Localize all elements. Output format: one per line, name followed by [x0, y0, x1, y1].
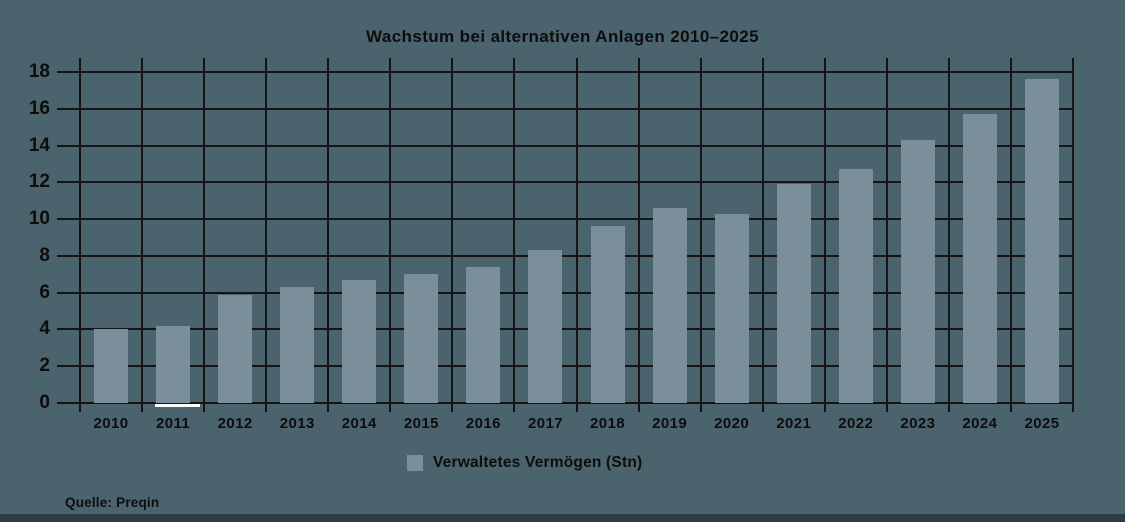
x-axis-tick-label: 2020: [714, 415, 750, 432]
bar-2017: [528, 250, 563, 403]
y-gridline: [57, 402, 1073, 404]
y-gridline: [57, 254, 1073, 257]
y-axis-tick-label: 10: [28, 208, 50, 230]
bar-2018: [590, 226, 625, 403]
bar-2020: [714, 213, 749, 403]
x-gridline: [327, 58, 330, 412]
x-axis-tick-label: 2019: [652, 415, 688, 432]
x-gridline: [823, 58, 826, 412]
x-axis-tick-label: 2015: [403, 415, 439, 432]
x-gridline: [699, 58, 702, 412]
x-gridline: [203, 58, 206, 412]
bottom-edge-strip: [0, 514, 1125, 522]
y-axis-tick-label: 16: [28, 97, 50, 119]
bar-2021: [776, 184, 811, 403]
bar-2010: [94, 329, 129, 403]
y-axis-tick-label: 2: [39, 355, 50, 377]
y-axis-tick-label: 12: [28, 171, 50, 193]
bar-2019: [652, 208, 687, 403]
x-axis-tick-label: 2014: [341, 415, 377, 432]
chart-title: Wachstum bei alternativen Anlagen 2010–2…: [366, 27, 759, 46]
x-gridline: [947, 58, 950, 412]
y-axis-tick-label: 0: [39, 392, 50, 413]
bar-2023: [900, 140, 935, 403]
x-axis-tick-label: 2013: [279, 415, 315, 432]
source-note: Quelle: Preqin: [65, 495, 160, 510]
x-axis-tick-label: 2012: [217, 415, 253, 432]
bar-2025: [1024, 79, 1059, 403]
x-gridline: [761, 58, 764, 412]
x-gridline: [79, 58, 81, 412]
x-axis-tick-label: 2025: [1024, 415, 1060, 432]
bar-2024: [962, 114, 997, 403]
x-gridline: [637, 58, 640, 412]
y-gridline: [57, 328, 1073, 331]
y-axis-tick-label: 14: [28, 134, 50, 156]
x-axis-tick-label: 2016: [465, 415, 501, 432]
y-gridline: [57, 291, 1073, 294]
bar-2015: [404, 274, 439, 403]
y-gridline: [57, 181, 1073, 184]
y-axis-tick-label: 4: [39, 318, 50, 340]
x-gridline: [389, 58, 392, 412]
x-axis-tick-label: 2018: [590, 415, 626, 432]
x-gridline: [1009, 58, 1012, 412]
x-axis-tick-label: 2023: [900, 415, 936, 432]
y-gridline: [57, 144, 1073, 147]
x-gridline: [265, 58, 268, 412]
x-axis-tick-label: 2024: [962, 415, 998, 432]
legend-swatch-icon: [407, 455, 423, 471]
legend: Verwaltetes Vermögen (Stn): [407, 454, 642, 472]
y-axis-tick-label: 8: [39, 244, 50, 266]
x-axis-tick-label: 2022: [838, 415, 874, 432]
x-gridline: [575, 58, 578, 412]
bar-2022: [838, 169, 873, 403]
x-axis-tick-label: 2011: [156, 415, 191, 432]
highlight-underline-2011: [155, 404, 201, 407]
bar-2011: [156, 325, 191, 403]
bar-2016: [466, 266, 501, 403]
x-gridline: [1072, 58, 1074, 412]
bar-2014: [342, 279, 377, 403]
bar-2013: [280, 287, 315, 403]
x-gridline: [885, 58, 888, 412]
y-gridline: [57, 107, 1073, 110]
y-gridline: [57, 365, 1073, 368]
x-gridline: [141, 58, 144, 412]
bar-2012: [218, 294, 253, 403]
legend-label: Verwaltetes Vermögen (Stn): [433, 454, 643, 471]
y-gridline: [57, 71, 1073, 73]
x-gridline: [513, 58, 516, 412]
x-gridline: [451, 58, 454, 412]
y-axis-tick-label: 6: [39, 281, 50, 303]
y-gridline: [57, 218, 1073, 221]
x-axis-tick-label: 2010: [93, 415, 129, 432]
x-axis-tick-label: 2021: [776, 415, 812, 432]
y-axis-tick-label: 18: [28, 61, 50, 82]
x-axis-tick-label: 2017: [527, 415, 563, 432]
